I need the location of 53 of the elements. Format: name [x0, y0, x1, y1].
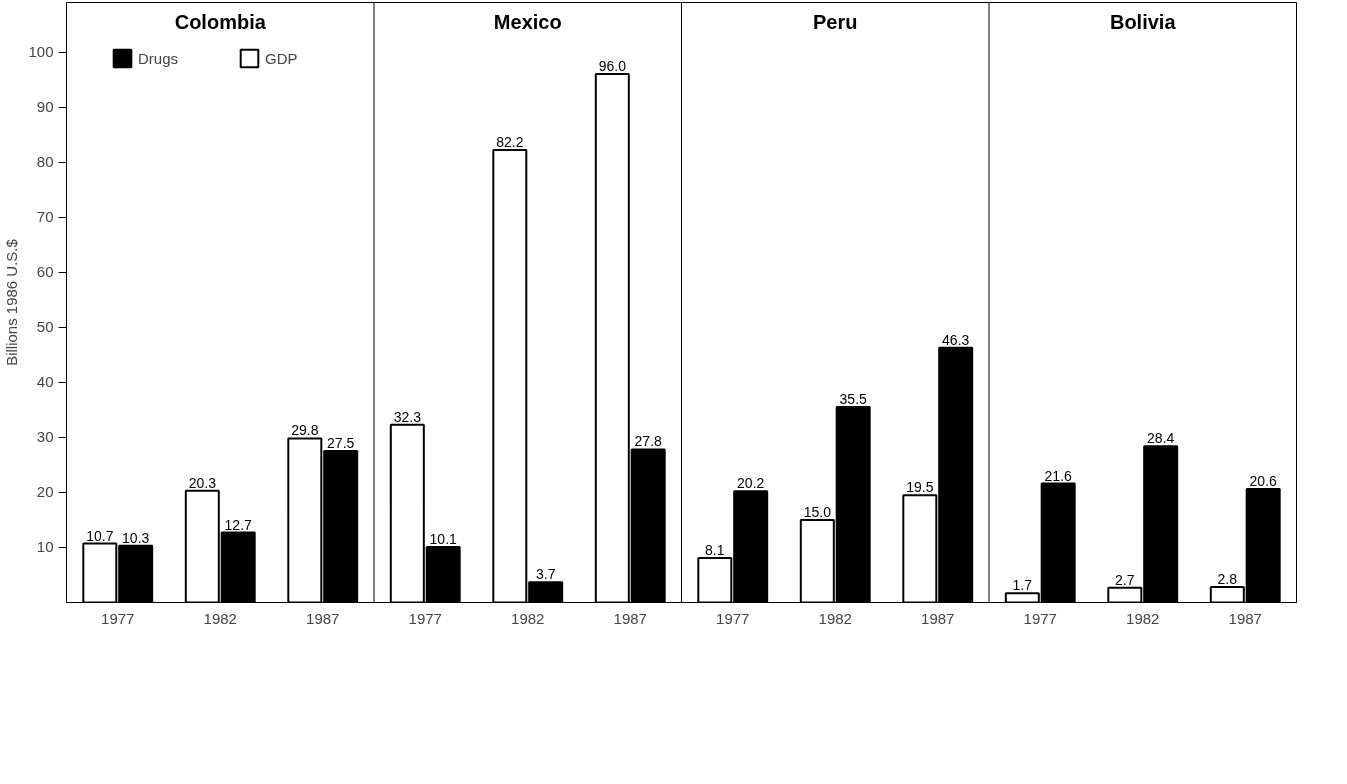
x-tick-label: 1982	[1126, 609, 1160, 627]
x-tick-label: 1982	[203, 609, 237, 627]
data-label: 29.8	[291, 422, 319, 439]
y-tick-label: 70	[36, 208, 54, 226]
y-tick-label: 40	[36, 373, 54, 391]
data-label: 46.3	[942, 331, 970, 348]
x-tick-label: 1977	[716, 609, 750, 627]
legend-label: GDP	[265, 49, 298, 67]
y-tick-label: 10	[36, 538, 54, 556]
data-label: 21.6	[1044, 467, 1073, 484]
data-label: 20.3	[188, 474, 217, 491]
x-tick-label: 1982	[511, 609, 545, 627]
y-tick-label: 20	[36, 483, 54, 501]
data-label: 1.7	[1012, 577, 1033, 594]
y-tick-label: 30	[36, 428, 54, 446]
annotation: Bolivia	[1109, 10, 1177, 33]
data-label: 28.4	[1147, 430, 1175, 447]
data-label: 27.5	[327, 435, 355, 452]
x-tick-label: 1977	[101, 609, 135, 627]
data-label: 15.0	[803, 503, 832, 520]
x-tick-label: 1977	[1023, 609, 1057, 627]
legend-label: Drugs	[138, 49, 179, 67]
y-tick-label: 90	[36, 98, 54, 116]
data-label: 2.8	[1217, 571, 1238, 588]
x-tick-label: 1982	[818, 609, 852, 627]
data-label: 20.6	[1249, 473, 1278, 490]
data-label: 19.5	[906, 479, 934, 496]
data-label: 3.7	[535, 566, 556, 583]
x-tick-label: 1987	[613, 609, 647, 627]
y-tick-label: 100	[28, 43, 54, 61]
y-tick-label: 80	[36, 153, 54, 171]
data-label: 10.3	[122, 529, 150, 546]
data-label: 82.2	[496, 134, 524, 151]
data-label: 96.0	[598, 58, 627, 75]
data-label: 8.1	[705, 541, 725, 558]
data-label: 27.8	[634, 433, 663, 450]
data-label: 35.5	[839, 391, 868, 408]
annotation: Colombia	[174, 10, 267, 33]
x-tick-label: 1977	[408, 609, 442, 627]
y-tick-label: 60	[36, 263, 54, 281]
data-label: 20.2	[737, 475, 765, 492]
data-label: 2.7	[1115, 571, 1135, 588]
data-label: 10.7	[86, 527, 114, 544]
data-label: 32.3	[393, 408, 422, 425]
y-tick-label: 50	[36, 318, 54, 336]
data-label: 12.7	[224, 516, 253, 533]
x-tick-label: 1987	[1228, 609, 1262, 627]
y-axis-title: Billions 1986 U.S.$	[3, 238, 21, 366]
x-tick-label: 1987	[306, 609, 340, 627]
annotation: Mexico	[493, 10, 562, 33]
annotation: Peru	[813, 10, 858, 33]
data-label: 10.1	[429, 530, 458, 547]
x-tick-label: 1987	[921, 609, 955, 627]
